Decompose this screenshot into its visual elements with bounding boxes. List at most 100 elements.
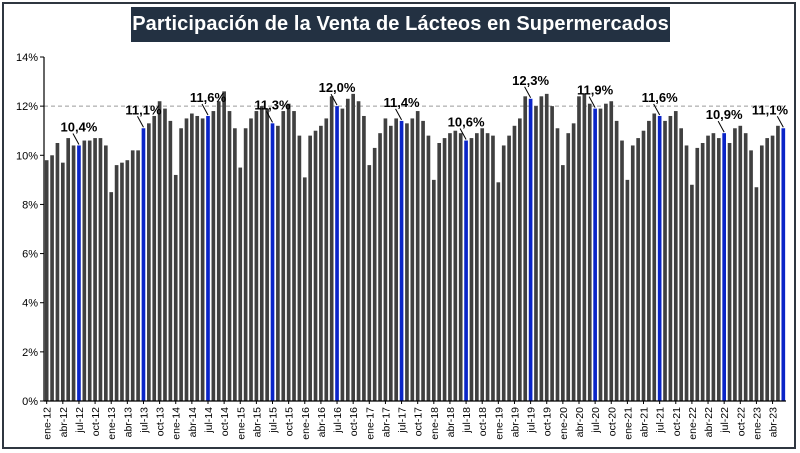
bar-highlight: [722, 133, 726, 402]
bar: [297, 135, 302, 401]
bar: [690, 184, 694, 401]
y-tick-label: 2%: [22, 347, 38, 359]
bar: [550, 106, 554, 401]
x-tick-label: ene-14: [171, 407, 183, 440]
bar: [518, 118, 522, 402]
x-tick-label: jul-17: [397, 407, 409, 434]
x-tick-label: oct-17: [413, 407, 425, 436]
data-label: 10,9%: [706, 107, 743, 122]
bar: [625, 179, 630, 401]
bar: [475, 133, 479, 402]
bar: [265, 108, 269, 401]
x-tick-label: oct-16: [348, 407, 360, 436]
bar: [104, 145, 108, 401]
bar: [711, 133, 716, 402]
bar: [561, 165, 565, 401]
bar: [587, 103, 592, 401]
x-tick-label: oct-20: [606, 407, 618, 436]
bar: [44, 160, 49, 401]
bar: [582, 93, 587, 402]
bar: [319, 125, 323, 402]
bar-highlight: [270, 123, 275, 401]
data-label-leader: [524, 86, 532, 99]
y-tick-label: 8%: [22, 199, 38, 211]
bar: [469, 138, 474, 401]
x-tick-label: abr-15: [251, 407, 263, 438]
x-tick-label: jul-18: [461, 407, 473, 434]
bar: [405, 123, 409, 401]
bar: [87, 140, 92, 402]
bar: [598, 108, 603, 401]
y-tick-label: 6%: [22, 249, 38, 261]
chart-title: Participación de la Venta de Lácteos en …: [131, 7, 670, 42]
bar: [620, 140, 624, 402]
bar: [679, 128, 683, 401]
bar: [211, 111, 216, 401]
x-tick-label: ene-13: [106, 407, 118, 440]
data-label: 11,6%: [190, 90, 227, 105]
bar: [555, 128, 560, 401]
x-tick-label: jul-16: [332, 407, 344, 434]
bar: [200, 118, 205, 402]
bar: [302, 177, 307, 401]
x-tick-label: ene-22: [687, 407, 699, 440]
bar: [437, 143, 442, 401]
bar: [749, 150, 753, 401]
bar: [243, 128, 248, 401]
bar: [636, 138, 640, 401]
bar: [98, 138, 103, 401]
bar: [431, 179, 436, 401]
x-tick-label: abr-19: [509, 407, 521, 438]
x-tick-label: ene-23: [751, 407, 763, 440]
bar: [759, 145, 764, 401]
bar: [733, 128, 737, 401]
bar: [254, 111, 259, 401]
x-tick-label: abr-13: [122, 407, 134, 438]
x-tick-label: oct-14: [219, 407, 231, 436]
bar-highlight: [528, 98, 533, 402]
bar-highlight: [141, 128, 146, 401]
bar: [345, 98, 350, 402]
x-tick-label: ene-18: [429, 407, 441, 440]
bar-highlight: [657, 115, 662, 401]
bar: [147, 123, 151, 401]
data-label-leader: [201, 103, 209, 116]
x-tick-label: abr-17: [380, 407, 392, 438]
y-tick-label: 12%: [16, 101, 38, 113]
bar: [195, 115, 200, 401]
bar: [55, 143, 60, 401]
bar: [259, 106, 264, 401]
bar-highlight: [464, 140, 468, 402]
bar: [706, 135, 710, 401]
x-tick-label: jul-19: [526, 407, 538, 434]
bar: [184, 118, 189, 402]
bar: [663, 120, 667, 401]
data-label: 12,3%: [512, 73, 549, 88]
bar: [136, 150, 140, 401]
bar: [109, 192, 114, 401]
x-tick-label: ene-16: [300, 407, 312, 440]
data-label: 11,3%: [254, 97, 291, 112]
data-labels-layer: 10,4% 11,1% 11,6% 11,3% 12,0% 11,4% 10,6% 12,3%…: [61, 73, 789, 145]
data-label: 11,4%: [383, 95, 420, 110]
axes-layer: 0% 2% 4% 6% 8% 10% 12% 14% ene-12 abr-12 jul-12 oct…: [16, 52, 786, 440]
bar: [765, 138, 770, 401]
bar-highlight: [206, 115, 210, 401]
x-tick-label: oct-19: [542, 407, 554, 436]
x-tick-label: oct-18: [477, 407, 489, 436]
x-tick-label: jul-14: [203, 407, 215, 434]
x-tick-label: jul-20: [590, 407, 602, 434]
y-tick-label: 0%: [22, 396, 38, 408]
data-label: 12,0%: [319, 80, 356, 95]
bar: [276, 125, 280, 402]
bar: [507, 135, 511, 401]
bar: [114, 165, 119, 401]
bar: [415, 111, 420, 401]
bar-highlight: [781, 128, 786, 401]
data-label-leader: [395, 108, 402, 121]
bar: [216, 101, 221, 401]
bar: [453, 130, 458, 401]
data-label-leader: [459, 128, 467, 140]
bar: [351, 93, 355, 402]
